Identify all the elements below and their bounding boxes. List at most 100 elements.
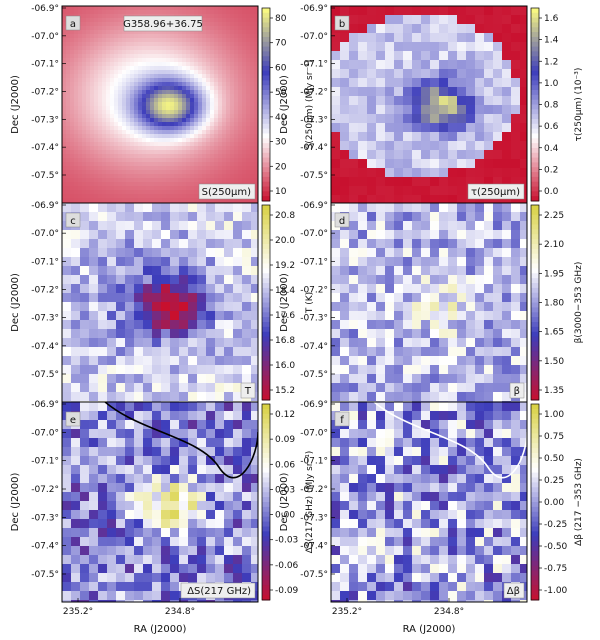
colorbar-tick: 0.09	[275, 435, 295, 445]
colorbar-tick: -0.75	[544, 564, 567, 574]
y-tick: -07.4°	[300, 542, 328, 552]
panel-f: f Δβ 1.00 0.75 0.50 0.25 0.00 -0.25 -0.50 -0.75 -1…	[279, 400, 584, 635]
colorbar-tick: -0.50	[544, 542, 568, 552]
x-axis-label: RA (J2000)	[134, 624, 187, 635]
y-tick: -07.0°	[300, 428, 328, 438]
y-tick: -07.2°	[31, 485, 59, 495]
x-tick: 234.8°	[165, 607, 195, 617]
colorbar-tick: 0.6	[544, 122, 559, 132]
colorbar-tick: 0.75	[544, 432, 564, 442]
colorbar-tick: 30	[275, 138, 287, 148]
colorbar-tick: 20.0	[275, 236, 295, 246]
colorbar-a: 80 70 60 50 40 30 20 10 S(250μm) (MJy sr⁻¹)	[261, 7, 315, 202]
x-tick: 235.2°	[63, 607, 93, 617]
colorbar-tick: 0.2	[544, 165, 558, 175]
map-label-c: T	[244, 386, 252, 397]
colorbar-tick: 40	[275, 113, 287, 123]
y-tick: -07.5°	[31, 171, 59, 181]
heatmap-a	[62, 6, 258, 203]
y-tick: -07.0°	[300, 32, 328, 42]
colorbar-tick: 1.0	[544, 79, 559, 89]
y-tick: -06.9°	[300, 400, 328, 410]
y-tick: -06.9°	[31, 201, 59, 211]
colorbar-b: 1.6 1.4 1.2 1.0 0.8 0.6 0.4 0.2 0.0 τ(250μm) (10⁻…	[530, 7, 584, 202]
colorbar-tick: 19.2	[275, 261, 295, 271]
colorbar-tick: 1.35	[544, 386, 564, 396]
y-axis-label: Dec (J2000)	[279, 273, 290, 332]
y-tick: -07.3°	[31, 314, 59, 324]
y-axis-label: Dec (J2000)	[10, 273, 21, 332]
colorbar-tick: 1.65	[544, 328, 564, 338]
colorbar-label-b: τ(250μm) (10⁻³)	[574, 68, 584, 142]
colorbar-label-f: Δβ (217 −353 GHz)	[574, 458, 584, 546]
colorbar-tick: -0.25	[544, 520, 567, 530]
colorbar-tick: -0.09	[275, 586, 299, 596]
y-tick: -07.2°	[31, 286, 59, 296]
y-axis-label: Dec (J2000)	[10, 473, 21, 532]
heatmap-e	[62, 402, 258, 602]
panel-d: d β 2.25 2.10 1.95 1.80 1.65 1.50 1.35 β(3000−353…	[279, 201, 584, 403]
y-tick: -07.3°	[31, 513, 59, 523]
y-tick: -07.1°	[31, 60, 59, 70]
y-tick: -06.9°	[300, 4, 328, 14]
y-tick: -06.9°	[300, 201, 328, 211]
colorbar-label-e: ΔS(217 GHz) (MJy sr⁻¹)	[305, 451, 315, 554]
colorbar-tick: -1.00	[544, 586, 568, 596]
colorbar-tick: -0.03	[275, 536, 298, 546]
panel-b: b τ(250μm) 1.6 1.4 1.2 1.0 0.8 0.6 0.4 0.2 0.0 τ(25…	[279, 4, 584, 204]
x-axis-label: RA (J2000)	[403, 624, 456, 635]
colorbar-tick: 0.0	[544, 187, 559, 197]
colorbar-tick: 1.6	[544, 14, 559, 24]
panel-letter: e	[70, 415, 76, 426]
map-label-e: ΔS(217 GHz)	[187, 586, 251, 597]
y-tick: -06.9°	[31, 4, 59, 14]
colorbar-tick: 60	[275, 63, 287, 73]
y-tick: -07.0°	[31, 32, 59, 42]
colorbar-tick: 0.25	[544, 476, 564, 486]
colorbar-tick: 2.25	[544, 211, 564, 221]
y-tick: -07.2°	[300, 88, 328, 98]
heatmap-f	[331, 402, 527, 602]
panel-letter: c	[70, 216, 76, 227]
y-tick: -07.0°	[31, 229, 59, 239]
y-tick: -07.3°	[31, 115, 59, 125]
colorbar-tick: 1.80	[544, 299, 564, 309]
colorbar-tick: 20	[275, 162, 287, 172]
y-tick: -07.4°	[31, 143, 59, 153]
y-tick: -07.2°	[300, 286, 328, 296]
y-tick: -07.5°	[31, 370, 59, 380]
colorbar-tick: 0.8	[544, 101, 559, 111]
colorbar-d: 2.25 2.10 1.95 1.80 1.65 1.50 1.35 β(3000−353 G…	[530, 204, 584, 401]
y-tick: -07.1°	[300, 457, 328, 467]
colorbar-tick: 0.06	[275, 460, 295, 470]
colorbar-tick: 1.95	[544, 269, 564, 279]
panel-e: e ΔS(217 GHz) 0.12 0.09 0.06 0.03 0.00 -0.03 -0.…	[10, 400, 315, 635]
colorbar-tick: 20.8	[275, 211, 295, 221]
y-tick: -07.5°	[300, 370, 328, 380]
panel-letter: a	[70, 19, 76, 30]
y-tick: -06.9°	[31, 400, 59, 410]
y-tick: -07.1°	[300, 60, 328, 70]
panel-letter: f	[340, 415, 344, 426]
colorbar-tick: 17.6	[275, 311, 295, 321]
heatmap-b	[331, 6, 527, 203]
source-label: G358.96+36.75	[123, 19, 203, 30]
y-tick: -07.4°	[300, 143, 328, 153]
y-tick: -07.5°	[31, 570, 59, 580]
colorbar-tick: 0.4	[544, 144, 559, 154]
panel-letter: b	[339, 19, 345, 30]
y-axis-label: Dec (J2000)	[279, 75, 290, 134]
y-tick: -07.3°	[300, 314, 328, 324]
heatmap-c	[62, 203, 258, 402]
colorbar-label-c: T (K)	[305, 292, 315, 314]
colorbar-tick: 1.50	[544, 357, 564, 367]
y-tick: -07.2°	[300, 485, 328, 495]
colorbar-tick: 15.2	[275, 386, 295, 396]
colorbar-tick: 50	[275, 88, 287, 98]
x-tick: 235.2°	[332, 607, 362, 617]
y-tick: -07.1°	[31, 457, 59, 467]
y-tick: -07.2°	[31, 88, 59, 98]
colorbar-tick: 0.50	[544, 454, 564, 464]
colorbar-tick: 0.00	[544, 498, 564, 508]
